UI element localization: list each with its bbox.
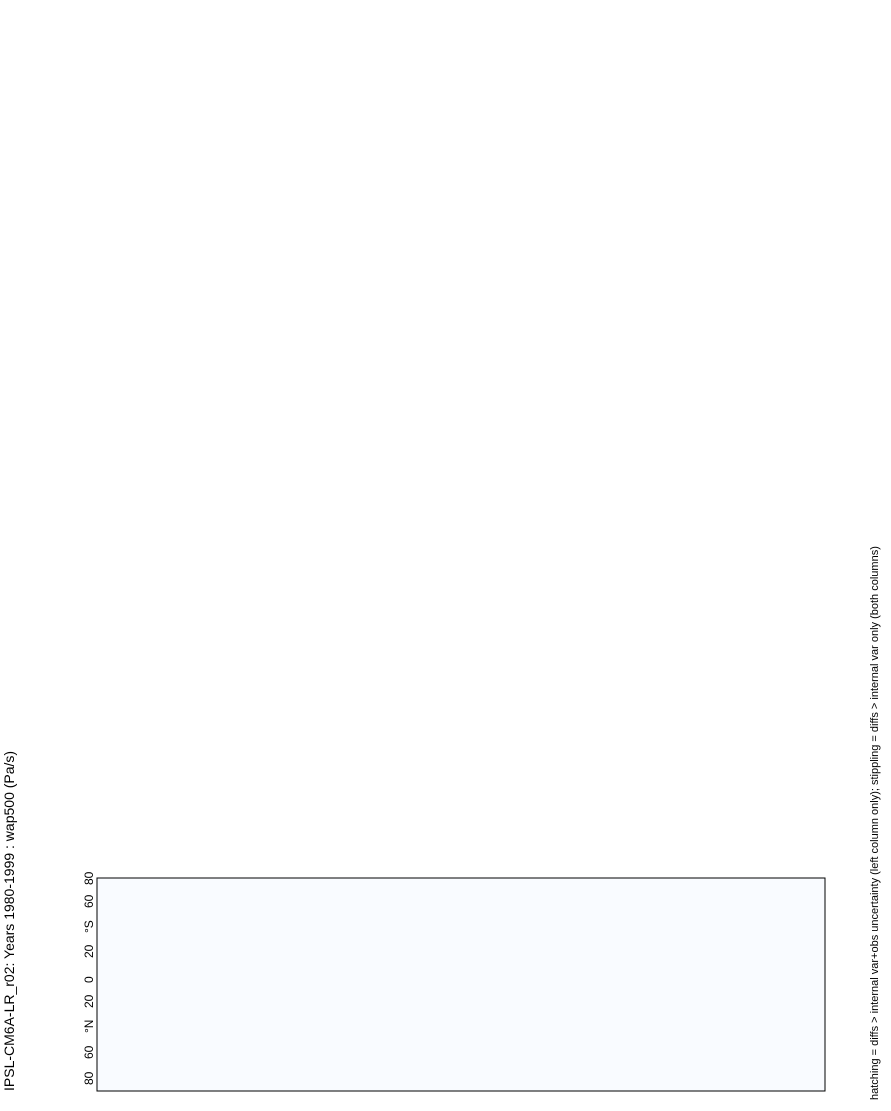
lat-tick: 20 xyxy=(82,944,96,958)
lat-tick: 0 xyxy=(82,976,96,983)
panel-title: IPSL-CM6A-LR_r02: Years 1980-1999 : wap5… xyxy=(1,751,17,1091)
lat-tick: °N xyxy=(82,1020,96,1033)
lat-tick: 20 xyxy=(82,994,96,1008)
lat-tick: °S xyxy=(82,920,96,933)
plot-area xyxy=(97,878,825,1091)
lat-tick: 60 xyxy=(82,894,96,908)
figure-caption: hatching = diffs > internal var+obs unce… xyxy=(869,546,881,1100)
lat-tick: 80 xyxy=(82,871,96,885)
lat-tick: 80 xyxy=(82,1071,96,1085)
panel-model-mean: IPSL-CM6A-LR_r02: Years 1980-1999 : wap5… xyxy=(1,751,826,1092)
lat-tick: 60 xyxy=(82,1045,96,1059)
